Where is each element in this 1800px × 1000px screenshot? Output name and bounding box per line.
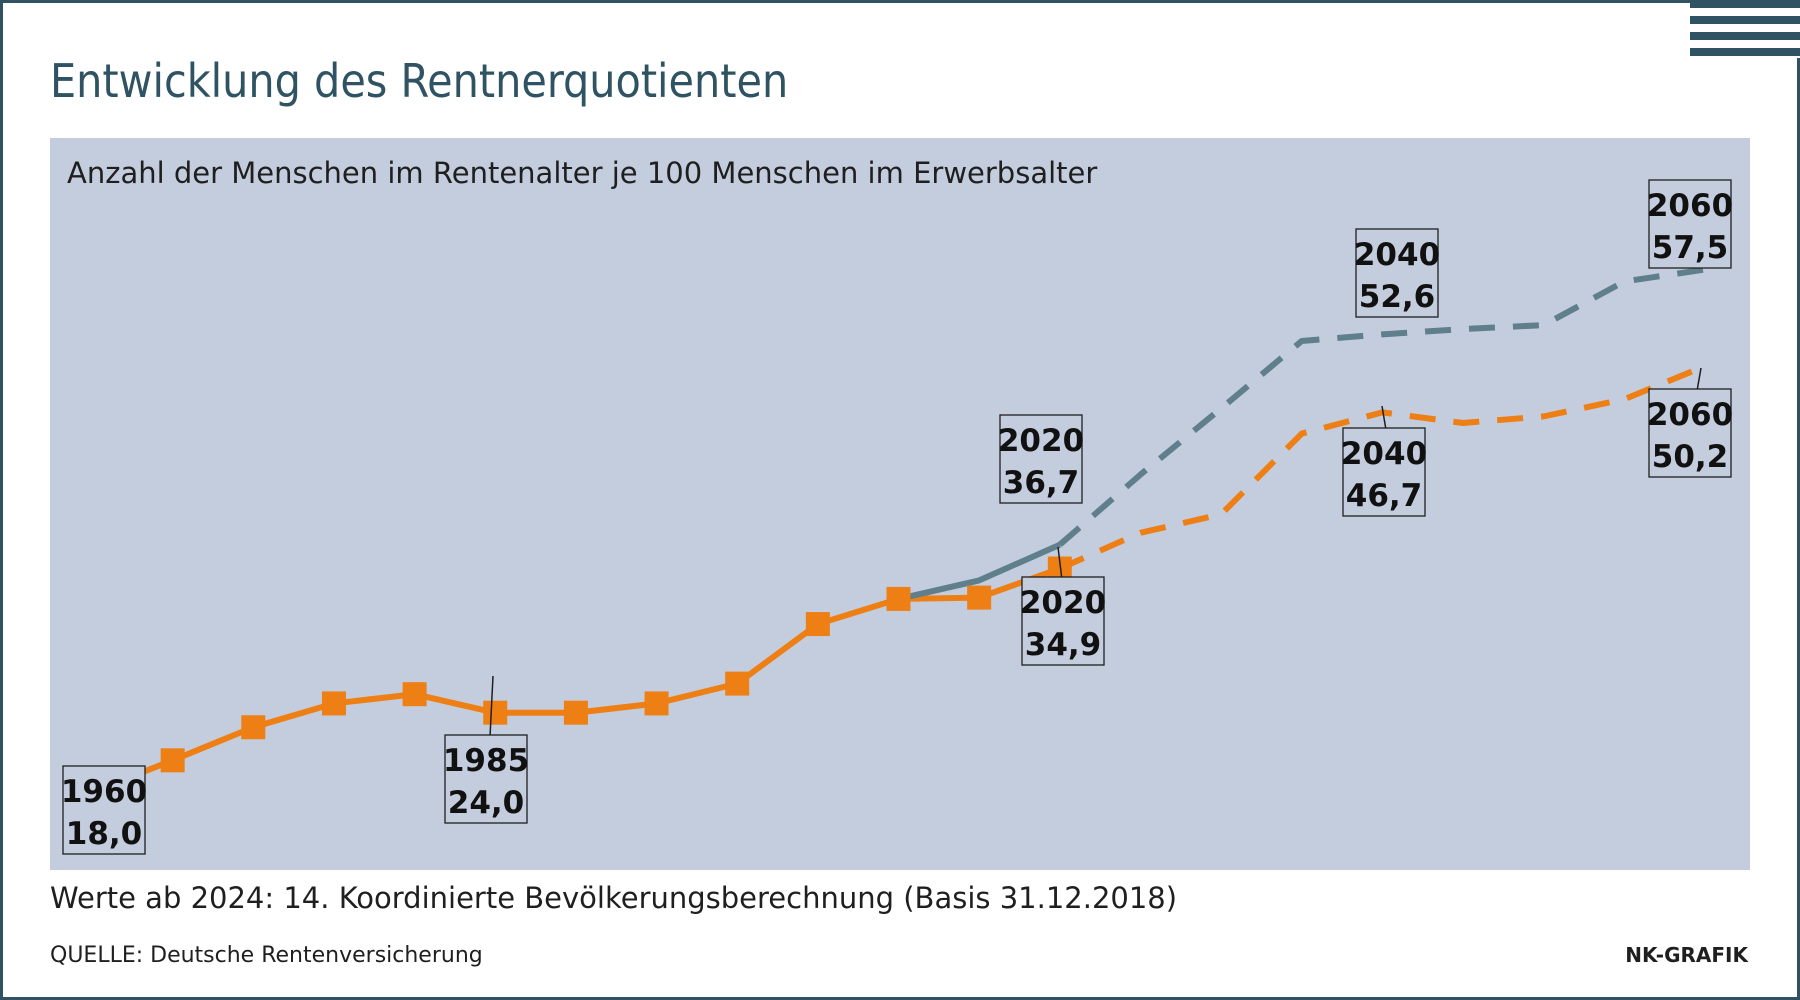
- label-box: [1648, 388, 1732, 478]
- plot-background: [50, 138, 1750, 870]
- credit-label: NK-GRAFIK: [1625, 943, 1749, 967]
- label-value: 50,2: [1652, 439, 1729, 475]
- label-year: 2040: [1341, 436, 1427, 472]
- label-box: [1342, 427, 1426, 517]
- label-leader-line: [489, 675, 494, 738]
- label-year: 2020: [1020, 585, 1106, 621]
- label-box: [1021, 576, 1105, 666]
- label-layer: 1960 18,0 1985 24,0 2020 36,7 2020 34,9 2040 52,6…: [61, 179, 1733, 855]
- label-value: 24,0: [448, 785, 525, 821]
- label-box: [1648, 179, 1732, 269]
- label-value: 18,0: [66, 816, 143, 852]
- data-label-2020: 2020 36,7: [998, 414, 1084, 504]
- label-year: 1985: [443, 743, 529, 779]
- series-line-1: [897, 541, 1062, 602]
- data-label-2020: 2020 34,9: [1020, 546, 1106, 666]
- label-year: 2060: [1647, 188, 1733, 224]
- label-value: 46,7: [1346, 478, 1423, 514]
- source-note: QUELLE: Deutsche Rentenversicherung: [50, 943, 483, 968]
- data-point-1985: [483, 700, 508, 725]
- label-value: 57,5: [1652, 230, 1729, 266]
- data-label-1985: 1985 24,0: [443, 675, 529, 824]
- label-box: [62, 765, 146, 855]
- data-point-1990: [563, 700, 588, 725]
- label-year: 1960: [61, 774, 147, 810]
- label-box: [444, 734, 528, 824]
- data-label-2040: 2040 46,7: [1341, 405, 1427, 517]
- data-point-2010: [886, 586, 911, 611]
- data-point-1975: [321, 691, 346, 716]
- chart-subtitle: Anzahl der Menschen im Rentenalter je 10…: [67, 156, 1097, 190]
- label-box: [1355, 228, 1439, 318]
- label-leader-line: [1381, 405, 1387, 431]
- label-year: 2020: [998, 423, 1084, 459]
- label-leader-line: [1057, 546, 1063, 581]
- label-year: 2040: [1354, 237, 1440, 273]
- label-value: 52,6: [1359, 279, 1436, 315]
- footnote: Werte ab 2024: 14. Koordinierte Bevölker…: [50, 881, 1177, 915]
- label-year: 2060: [1647, 397, 1733, 433]
- label-leader-line: [1696, 367, 1702, 392]
- data-point-1965: [160, 748, 185, 773]
- data-point-1980: [402, 682, 427, 707]
- label-box: [999, 414, 1083, 504]
- data-point-2000: [725, 671, 750, 696]
- data-point-2015: [967, 585, 992, 610]
- label-value: 36,7: [1003, 465, 1080, 501]
- marker-layer: [80, 556, 1072, 805]
- data-label-2040: 2040 52,6: [1354, 228, 1440, 318]
- data-point-1970: [241, 715, 266, 740]
- chart-title: Entwicklung des Rentnerquotienten: [50, 54, 788, 108]
- data-label-2060: 2060 50,2: [1647, 367, 1733, 478]
- series-line-2: [1057, 266, 1706, 547]
- data-label-1960: 1960 18,0: [61, 765, 147, 855]
- data-point-1995: [644, 691, 669, 716]
- corner-logo: [1690, 0, 1800, 58]
- data-label-2060: 2060 57,5: [1647, 179, 1733, 269]
- label-value: 34,9: [1025, 627, 1102, 663]
- data-point-2005: [805, 612, 830, 637]
